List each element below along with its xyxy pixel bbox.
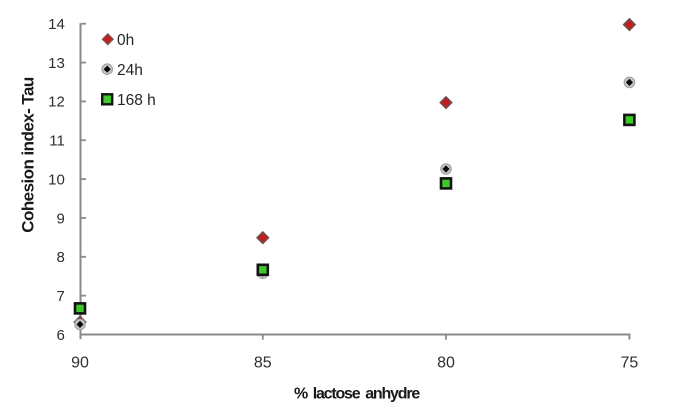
svg-text:8: 8 (56, 249, 64, 266)
svg-text:80: 80 (437, 355, 455, 372)
svg-text:9: 9 (56, 210, 64, 227)
svg-text:90: 90 (71, 355, 89, 372)
svg-text:7: 7 (56, 288, 64, 305)
svg-text:10: 10 (48, 171, 65, 188)
svg-text:14: 14 (48, 16, 65, 33)
svg-text:6: 6 (56, 327, 64, 344)
svg-text:85: 85 (254, 355, 272, 372)
svg-text:11: 11 (49, 133, 65, 150)
svg-text:Cohesion index- Tau: Cohesion index- Tau (19, 77, 38, 233)
svg-text:0h: 0h (117, 32, 134, 49)
svg-text:% lactose anhydre: % lactose anhydre (294, 385, 420, 402)
svg-text:24h: 24h (117, 62, 143, 79)
svg-text:168 h: 168 h (117, 92, 156, 109)
svg-text:12: 12 (48, 94, 65, 111)
svg-text:13: 13 (48, 55, 65, 72)
svg-text:75: 75 (621, 355, 639, 372)
